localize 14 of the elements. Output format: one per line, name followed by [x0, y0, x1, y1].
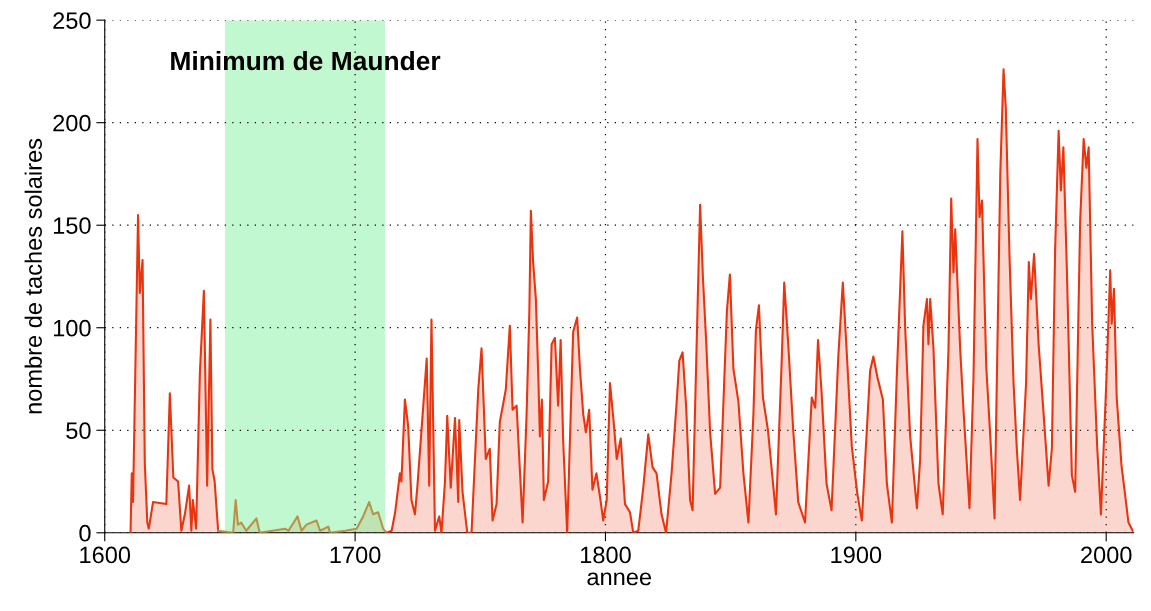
y-tick-label: 0 — [79, 524, 91, 542]
y-tick-label: 150 — [53, 217, 91, 234]
x-tick-label: 2000 — [1081, 546, 1132, 564]
y-tick-label: 50 — [66, 422, 91, 440]
x-tick-label: 1700 — [330, 546, 381, 564]
band-label: Minimum de Maunder — [171, 50, 441, 71]
x-axis-title: annee — [587, 572, 652, 586]
y-axis-title: nombre de taches solaires — [24, 138, 42, 414]
y-tick-label: 100 — [53, 319, 91, 337]
x-tick-label: 1600 — [80, 546, 131, 564]
y-tick-label: 250 — [53, 12, 91, 29]
x-tick-label: 1800 — [581, 546, 631, 564]
x-tick-label: 1900 — [831, 546, 882, 564]
y-tick-label: 200 — [53, 114, 91, 132]
